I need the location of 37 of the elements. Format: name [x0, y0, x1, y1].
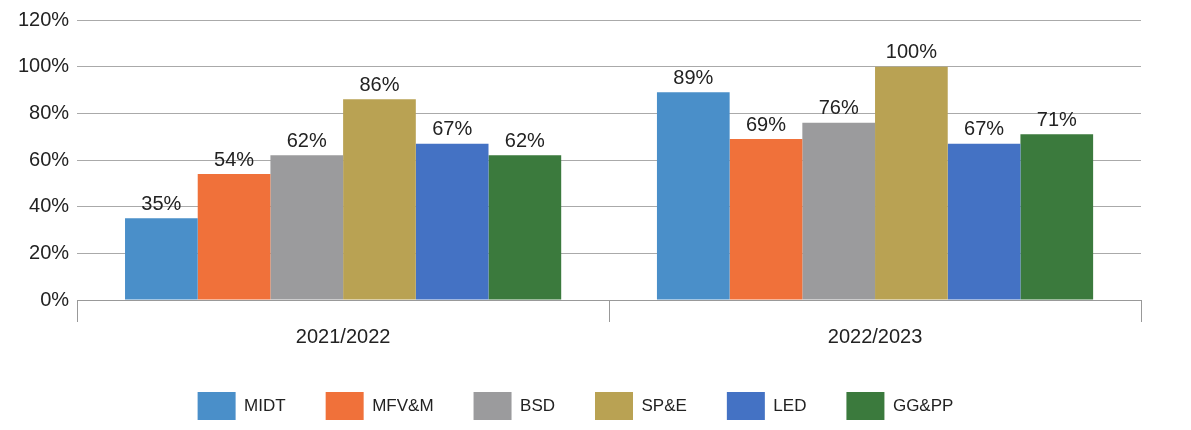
legend-label: SP&E — [641, 395, 687, 415]
bar — [729, 139, 803, 300]
data-label: 67% — [964, 117, 1005, 140]
data-label: 62% — [286, 128, 327, 151]
bar — [343, 99, 416, 300]
bar — [488, 155, 562, 300]
legend-label: MIDT — [244, 395, 286, 415]
y-tick-label: 120% — [18, 7, 70, 30]
data-label: 86% — [359, 72, 400, 95]
data-label: 89% — [673, 65, 714, 88]
y-tick-label: 100% — [18, 54, 70, 77]
y-tick-label: 0% — [40, 287, 70, 310]
data-label: 69% — [745, 112, 787, 135]
data-label: 54% — [214, 147, 255, 170]
y-tick-label: 80% — [29, 100, 70, 123]
legend-label: BSD — [520, 395, 556, 415]
data-label: 100% — [885, 40, 938, 63]
data-label: 62% — [504, 128, 546, 151]
data-label: 71% — [1036, 107, 1078, 130]
data-label: 35% — [141, 191, 182, 214]
bar — [197, 174, 271, 300]
legend-label: MFV&M — [372, 395, 434, 415]
bar — [875, 66, 948, 300]
bar — [947, 143, 1021, 300]
y-tick-label: 20% — [29, 240, 70, 263]
x-tick-label: 2021/2022 — [295, 324, 391, 347]
x-tick-label: 2022/2023 — [827, 324, 923, 347]
bar — [125, 218, 198, 300]
data-label: 67% — [432, 117, 473, 140]
bar — [415, 143, 489, 300]
legend-label: LED — [773, 395, 807, 415]
bar — [1020, 134, 1094, 300]
bar — [656, 92, 730, 300]
y-tick-label: 40% — [29, 194, 70, 217]
legend-label: GG&PP — [892, 395, 954, 415]
y-tick-label: 60% — [29, 147, 70, 170]
data-label: 76% — [818, 96, 859, 119]
